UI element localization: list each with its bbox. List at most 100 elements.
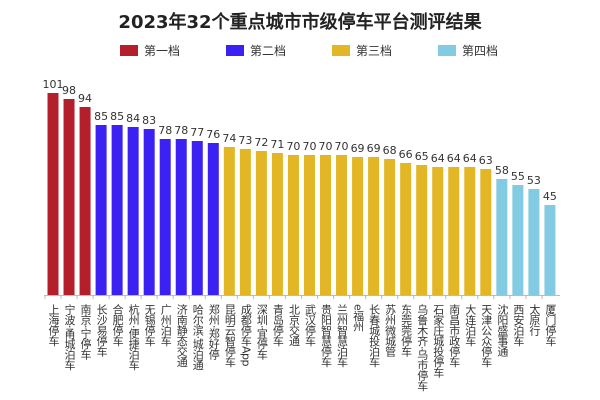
bar [480,169,492,295]
data-label: 45 [543,190,557,203]
data-label: 72 [254,136,268,149]
x-tick-label: e福州 [351,304,365,332]
chart-title: 2023年32个重点城市市级停车平台测评结果 [118,12,482,33]
legend-label: 第二档 [250,44,287,58]
legend-item: 第二档 [226,42,286,59]
data-label: 85 [110,110,124,123]
x-tick-label: 南昌市政停车 [447,304,461,367]
data-label: 70 [286,140,300,153]
x-tick-label: 成都停车App [239,304,253,366]
data-label: 70 [302,140,316,153]
x-tick-label: 西安泊车 [511,304,525,346]
x-tick-label: 天津公众停车 [479,304,493,367]
data-label: 55 [511,170,525,183]
bar [512,185,524,295]
x-tick-label: 大连泊车 [463,304,477,346]
x-tick-label: 昆明云智停车 [223,304,237,367]
x-tick-label: 北京交通 [287,304,301,346]
data-label: 98 [62,84,76,97]
x-tick-label: 上海停车 [47,304,60,346]
x-tick-label: 青岛停车 [271,304,285,346]
data-label: 101 [43,78,64,91]
x-tick-label: 杭州·便捷泊车 [127,304,141,370]
legend-item: 第三档 [332,42,392,59]
x-tick-label: 武汉停车 [303,304,317,346]
x-tick-label: 太原行 [527,304,541,336]
data-label: 64 [463,152,477,165]
bar [191,141,203,295]
bar [207,143,219,295]
data-label: 76 [206,128,220,141]
data-label: 77 [190,126,204,139]
data-label: 85 [94,110,108,123]
data-label: 65 [415,150,429,163]
data-label: 78 [174,124,188,137]
x-tick-label: 石家庄城投停车 [431,304,445,378]
legend-swatch [438,45,457,56]
bar [95,125,107,295]
x-tick-label: 苏州微城管 [383,304,397,357]
bar [303,155,315,295]
data-label: 53 [527,174,541,187]
bar [223,147,235,295]
bar [239,149,251,295]
legend-item: 第四档 [438,42,498,59]
x-tick-label: 长沙易停车 [95,304,109,357]
data-label: 94 [78,92,92,105]
x-tick-label: 南京·宁停车 [79,304,93,360]
x-tick-label: 宁波·甬城泊车 [63,304,77,370]
legend-swatch [120,45,138,56]
bar [368,157,380,295]
bar [448,167,460,295]
legend-item: 第一档 [120,42,180,59]
bar [352,157,364,295]
x-tick-label: 长春城投泊车 [367,304,381,367]
data-label: 63 [479,154,493,167]
bar [175,139,187,295]
data-label: 68 [383,144,397,157]
x-tick-label: 沈阳盛事通 [495,304,509,357]
bar [416,165,428,295]
bar [287,155,299,295]
legend-swatch [332,45,351,56]
data-label: 64 [431,152,445,165]
x-tick-label: 广州泊车 [159,304,173,346]
bar [255,151,267,295]
x-tick-label: 厦门停车 [543,304,557,346]
data-label: 69 [367,142,381,155]
x-tick-label: 深圳·宜停车 [255,304,269,360]
data-label: 78 [158,124,172,137]
legend-label: 第三档 [356,44,393,58]
x-tick-label: 东莞莞停车 [399,304,413,357]
data-label: 84 [126,112,140,125]
bar [528,189,540,295]
bar [400,163,412,295]
x-tick-label: 济南静态交通 [175,304,189,367]
bar [79,107,91,295]
legend-swatch [226,45,245,56]
x-tick-label: 合肥停车 [111,304,125,346]
bar [464,167,476,295]
bar [336,155,348,295]
bar [63,99,75,295]
x-tick-label: 哈尔滨·城泊通 [191,304,205,370]
data-label: 66 [399,148,413,161]
bar [111,125,123,295]
x-tick-label: 乌鲁木齐·乌市停车 [415,304,429,391]
data-label: 73 [238,134,252,147]
data-label: 83 [142,114,156,127]
data-label: 70 [319,140,333,153]
bar [47,93,59,295]
data-label: 69 [351,142,365,155]
x-tick-label: 贵阳智慧停车 [319,304,333,367]
legend-label: 第一档 [144,44,181,58]
bar [384,159,396,295]
data-label: 70 [335,140,349,153]
data-label: 74 [222,132,236,145]
bar [127,127,139,295]
bar [496,179,508,295]
data-label: 58 [495,164,509,177]
data-label: 71 [270,138,284,151]
